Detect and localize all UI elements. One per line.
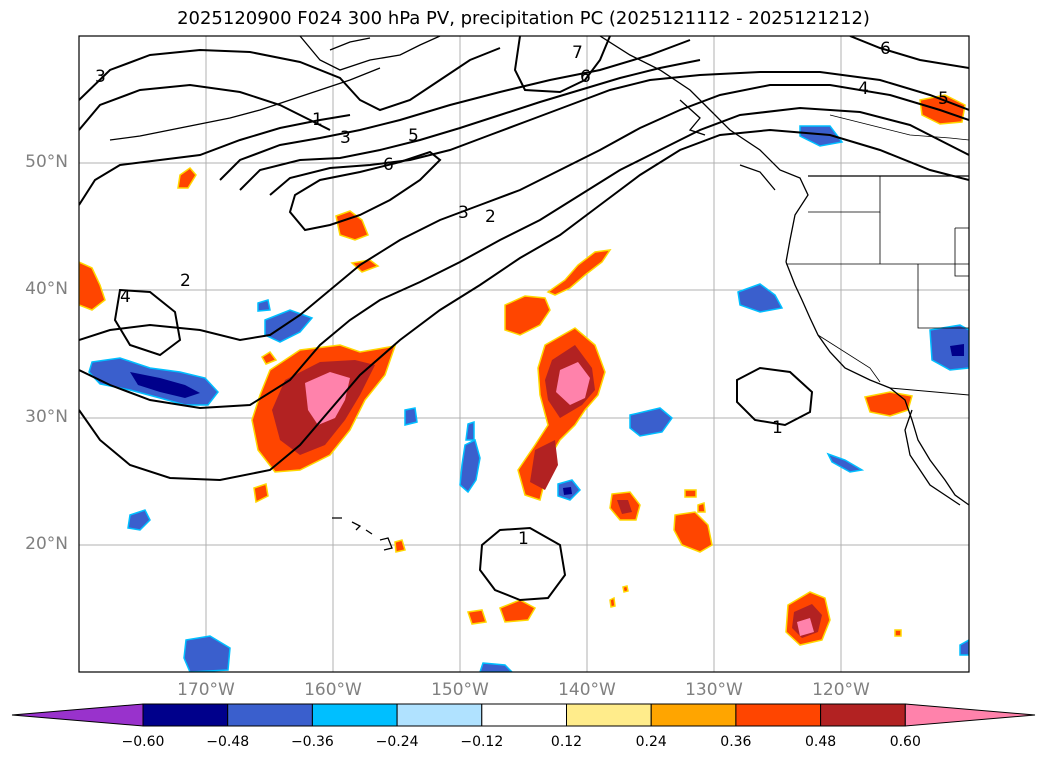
colorbar-segment (820, 703, 906, 727)
lon-label-170w: 170°W (177, 680, 235, 700)
contour-label: 1 (772, 418, 783, 438)
colorbar (11, 703, 1036, 727)
contour-label: 1 (518, 529, 529, 549)
colorbar-tick-label: −0.12 (460, 734, 504, 750)
colorbar-tick-label: 0.48 (805, 734, 837, 750)
contour-label-group: 3 1 3 5 6 2 4 3 2 7 6 4 6 5 1 1 (95, 39, 949, 549)
contour-label: 2 (485, 207, 496, 227)
contour-label: 5 (408, 126, 419, 146)
colorbar-tick-label: 0.60 (889, 734, 921, 750)
lon-label-140w: 140°W (558, 680, 616, 700)
lon-label-130w: 130°W (685, 680, 743, 700)
precip-negative-anomalies (88, 125, 969, 672)
contour-label: 7 (572, 43, 583, 63)
lon-label-120w: 120°W (812, 680, 870, 700)
contour-label: 2 (180, 271, 191, 291)
contour-label: 5 (938, 89, 949, 109)
colorbar-segment (142, 703, 229, 727)
contour-label: 4 (858, 79, 869, 99)
colorbar-tick-label: −0.60 (121, 734, 165, 750)
lon-label-160w: 160°W (304, 680, 362, 700)
colorbar-segment (566, 703, 652, 727)
contour-label: 4 (120, 287, 131, 307)
colorbar-segment (227, 703, 313, 727)
colorbar-segment (11, 703, 144, 727)
contour-label: 3 (340, 128, 351, 148)
colorbar-segment (311, 703, 398, 727)
lat-label-50n: 50°N (25, 152, 68, 172)
lat-label-30n: 30°N (25, 407, 68, 427)
colorbar-segment (904, 703, 1036, 727)
colorbar-tick-label: −0.48 (206, 734, 250, 750)
map-frame (78, 35, 970, 673)
colorbar-tick-label: 0.12 (550, 734, 583, 750)
contour-label: 6 (383, 155, 394, 175)
colorbar-tick-label: 0.24 (635, 734, 667, 750)
map-plot-area: 3 1 3 5 6 2 4 3 2 7 6 4 6 5 1 1 (79, 36, 969, 672)
gridlines (79, 36, 969, 672)
colorbar-segment (481, 703, 567, 727)
pv-contours (79, 36, 969, 602)
lon-label-150w: 150°W (431, 680, 489, 700)
lat-label-20n: 20°N (25, 534, 68, 554)
contour-label: 6 (580, 67, 591, 87)
colorbar-segment (396, 703, 483, 727)
contour-label: 3 (458, 203, 469, 223)
colorbar-segment (650, 703, 737, 727)
coastlines (109, 36, 969, 551)
colorbar-segment (735, 703, 822, 727)
colorbar-tick-label: 0.36 (720, 734, 752, 750)
lat-label-40n: 40°N (25, 279, 68, 299)
contour-label: 3 (95, 67, 106, 87)
contour-label: 1 (312, 110, 323, 130)
colorbar-tick-label: −0.36 (290, 734, 334, 750)
map-title: 2025120900 F024 300 hPa PV, precipitatio… (177, 8, 870, 29)
colorbar-tick-label: −0.24 (375, 734, 419, 750)
contour-label: 6 (880, 39, 891, 59)
